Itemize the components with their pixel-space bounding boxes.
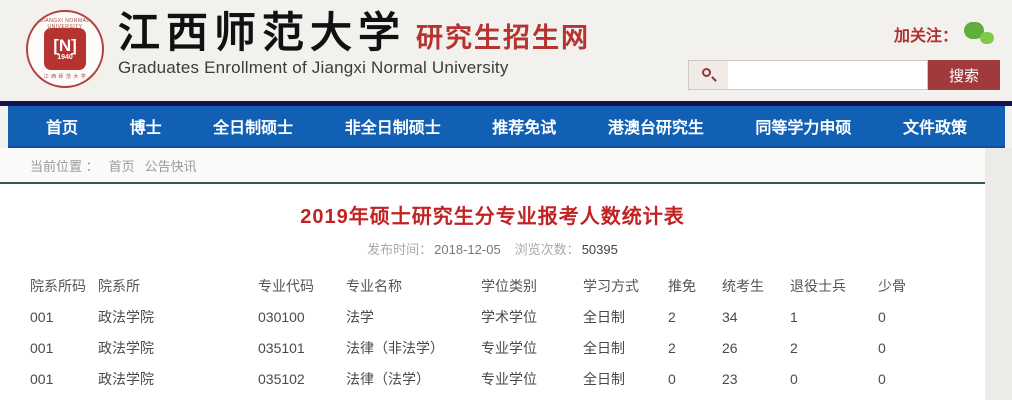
table-row: 001 政法学院 035102 法律（法学） 专业学位 非全日制 0 50 1 … bbox=[30, 394, 965, 400]
breadcrumb-prefix: 当前位置 ： bbox=[30, 158, 99, 174]
cell: 001 bbox=[30, 370, 54, 387]
cell: 法律（非法学） bbox=[346, 339, 444, 356]
article-meta: 发布时间： 2018-12-05 浏览次数： 50395 bbox=[0, 239, 985, 258]
search-icon bbox=[688, 60, 728, 90]
table-header-row: 院系所码 院系所 专业代码 专业名称 学位类别 学习方式 推免 统考生 退役士兵… bbox=[30, 270, 965, 301]
cell: 23 bbox=[722, 370, 738, 387]
search-input[interactable] bbox=[728, 60, 928, 90]
cell: 法律（法学） bbox=[346, 394, 481, 400]
col-exempt: 推免 bbox=[668, 277, 696, 294]
seal-mark: [N] bbox=[53, 35, 77, 55]
cell: 2 bbox=[668, 339, 676, 356]
nav-item-parttime-master[interactable]: 非全日制硕士 bbox=[344, 120, 441, 137]
follow-label: 加关注： bbox=[893, 28, 958, 45]
search-bar: 搜索 bbox=[688, 60, 1000, 90]
page-right-gutter bbox=[985, 148, 1012, 400]
cell: 0 bbox=[878, 308, 886, 325]
site-title-zh: 江西师范大学 bbox=[118, 8, 407, 57]
publish-date: 2018-12-05 bbox=[434, 242, 501, 257]
cell: 2 bbox=[668, 308, 676, 325]
follow-us: 加关注： bbox=[894, 22, 994, 46]
views-label: 浏览次数： bbox=[514, 242, 580, 257]
cell: 学术学位 bbox=[481, 308, 537, 325]
nav-item-recommend-exempt[interactable]: 推荐免试 bbox=[492, 120, 557, 137]
breadcrumb: 当前位置 ： 首页 公告快讯 bbox=[0, 148, 985, 184]
seal-core-mark: [N] 1940 bbox=[44, 28, 86, 70]
table-row: 001 政法学院 035102 法律（法学） 专业学位 全日制 0 23 0 0 bbox=[30, 363, 965, 394]
table-row: 001 政法学院 035101 法律（非法学） 专业学位 全日制 2 26 2 … bbox=[30, 332, 965, 363]
nav-item-fulltime-master[interactable]: 全日制硕士 bbox=[213, 120, 294, 137]
publish-time-label: 发布时间： bbox=[367, 242, 433, 257]
nav-item-hk-mo-tw[interactable]: 港澳台研究生 bbox=[607, 120, 704, 137]
cell: 0 bbox=[668, 370, 676, 387]
cell: 1 bbox=[790, 394, 878, 400]
main-nav: 首页 博士 全日制硕士 非全日制硕士 推荐免试 港澳台研究生 同等学力申硕 文件… bbox=[8, 106, 1005, 148]
cell: 0 bbox=[668, 394, 722, 400]
table-row: 001 政法学院 030100 法学 学术学位 全日制 2 34 1 0 bbox=[30, 301, 965, 332]
cell: 全日制 bbox=[583, 370, 625, 387]
brand-text: 江西师范大学 研究生招生网 Graduates Enrollment of Ji… bbox=[118, 10, 590, 78]
col-degree-type: 学位类别 bbox=[481, 277, 537, 294]
cell: 001 bbox=[30, 308, 54, 325]
university-seal-logo[interactable]: JIANGXI NORMAL UNIVERSITY [N] 1940 江 西 师… bbox=[26, 10, 104, 88]
seal-year: 1940 bbox=[57, 53, 73, 61]
nav-item-policy-documents[interactable]: 文件政策 bbox=[902, 120, 967, 137]
cell: 专业学位 bbox=[481, 370, 537, 387]
page-title: 2019年硕士研究生分专业报考人数统计表 bbox=[300, 206, 685, 228]
col-veterans: 退役士兵 bbox=[790, 277, 846, 294]
cell: 政法学院 bbox=[98, 308, 154, 325]
cell: 非全日制 bbox=[583, 394, 668, 400]
article-content: 2019年硕士研究生分专业报考人数统计表 发布时间： 2018-12-05 浏览次数… bbox=[0, 184, 985, 400]
cell: 035102 bbox=[258, 394, 346, 400]
cell: 法学 bbox=[346, 308, 374, 325]
cell: 0 bbox=[878, 370, 886, 387]
col-dept-code: 院系所码 bbox=[30, 277, 86, 294]
applicants-stats-table: 院系所码 院系所 专业代码 专业名称 学位类别 学习方式 推免 统考生 退役士兵… bbox=[30, 270, 965, 400]
wechat-icon[interactable] bbox=[964, 22, 994, 46]
cell: 2 bbox=[790, 339, 798, 356]
breadcrumb-link-home[interactable]: 首页 bbox=[108, 158, 135, 174]
nav-item-equivalent-degree[interactable]: 同等学力申硕 bbox=[755, 120, 852, 137]
nav-top-divider bbox=[0, 101, 1012, 106]
cell: 035102 bbox=[258, 370, 305, 387]
cell: 1 bbox=[790, 308, 798, 325]
site-brand: JIANGXI NORMAL UNIVERSITY [N] 1940 江 西 师… bbox=[26, 10, 590, 88]
search-button[interactable]: 搜索 bbox=[928, 60, 1000, 90]
cell: 法律（法学） bbox=[346, 370, 430, 387]
cell: 34 bbox=[722, 308, 738, 325]
cell: 专业学位 bbox=[481, 339, 537, 356]
cell: 0 bbox=[790, 370, 798, 387]
cell: 001 bbox=[30, 394, 98, 400]
seal-arc-text-bottom: 江 西 师 范 大 学 bbox=[43, 74, 87, 80]
col-dept-name: 院系所 bbox=[98, 277, 140, 294]
col-major-code: 专业代码 bbox=[258, 277, 314, 294]
cell: 50 bbox=[722, 394, 790, 400]
cell: 政法学院 bbox=[98, 370, 154, 387]
cell: 政法学院 bbox=[98, 339, 154, 356]
cell: 035101 bbox=[258, 339, 305, 356]
cell: 全日制 bbox=[583, 308, 625, 325]
cell: 001 bbox=[30, 339, 54, 356]
col-exam-takers: 统考生 bbox=[722, 277, 764, 294]
nav-item-home[interactable]: 首页 bbox=[46, 120, 79, 137]
cell: 专业学位 bbox=[481, 394, 583, 400]
cell: 0 bbox=[878, 339, 886, 356]
col-minority: 少骨 bbox=[878, 277, 906, 294]
site-title-suffix: 研究生招生网 bbox=[416, 23, 591, 53]
breadcrumb-link-announcements[interactable]: 公告快讯 bbox=[144, 158, 197, 174]
site-header: JIANGXI NORMAL UNIVERSITY [N] 1940 江 西 师… bbox=[0, 0, 1012, 101]
cell: 030100 bbox=[258, 308, 305, 325]
cell: 政法学院 bbox=[98, 394, 258, 400]
site-title-en: Graduates Enrollment of Jiangxi Normal U… bbox=[118, 58, 509, 77]
cell: 全日制 bbox=[583, 339, 625, 356]
col-major-name: 专业名称 bbox=[346, 277, 402, 294]
seal-arc-text-top: JIANGXI NORMAL UNIVERSITY bbox=[40, 18, 90, 30]
views-count: 50395 bbox=[581, 242, 618, 257]
nav-item-doctor[interactable]: 博士 bbox=[129, 120, 162, 137]
cell: 0 bbox=[878, 394, 965, 400]
col-study-mode: 学习方式 bbox=[583, 277, 639, 294]
cell: 26 bbox=[722, 339, 738, 356]
